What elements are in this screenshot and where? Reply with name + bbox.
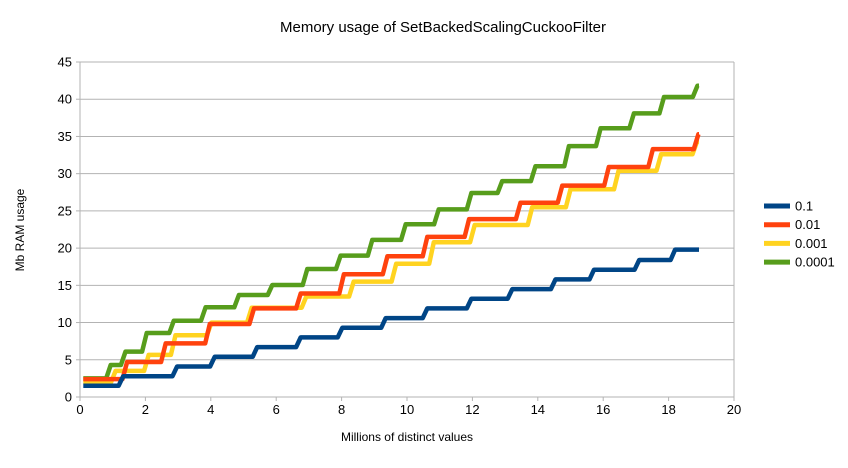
y-tick-label-25: 25: [58, 203, 72, 218]
series-line-0.1: [83, 247, 699, 389]
axes: 0 5 10 15 20 25 30 35 40 45 0 2 4 6 8 10 12 14 16 18 20: [58, 55, 742, 418]
y-tick-label-35: 35: [58, 129, 72, 144]
y-tick-label-5: 5: [65, 352, 72, 367]
x-tick-label-18: 18: [661, 402, 675, 417]
x-tick-label-8: 8: [338, 402, 345, 417]
legend: 0.1 0.01 0.001 0.0001: [764, 199, 835, 270]
legend-label-0.001: 0.001: [795, 236, 828, 251]
legend-label-0.0001: 0.0001: [795, 255, 835, 270]
legend-label-0.01: 0.01: [795, 217, 820, 232]
x-tick-label-16: 16: [596, 402, 610, 417]
y-tick-label-10: 10: [58, 315, 72, 330]
series-line-0.001: [83, 139, 700, 385]
x-tick-label-0: 0: [76, 402, 83, 417]
chart-title: Memory usage of SetBackedScalingCuckooFi…: [280, 19, 606, 36]
series-line-0.01: [83, 131, 701, 382]
y-tick-label-40: 40: [58, 92, 72, 107]
x-tick-label-12: 12: [465, 402, 479, 417]
x-tick-label-2: 2: [142, 402, 149, 417]
y-tick-label-15: 15: [58, 278, 72, 293]
legend-label-0.1: 0.1: [795, 199, 813, 214]
x-tick-label-14: 14: [531, 402, 545, 417]
y-axis-title: Mb RAM usage: [13, 188, 27, 271]
x-tick-label-10: 10: [400, 402, 414, 417]
y-tick-label-45: 45: [58, 55, 72, 70]
x-tick-label-6: 6: [273, 402, 280, 417]
series-line-0.0001: [83, 83, 700, 381]
y-tick-label-20: 20: [58, 241, 72, 256]
x-tick-label-4: 4: [207, 402, 214, 417]
y-tick-label-0: 0: [65, 390, 72, 405]
x-tick-label-20: 20: [727, 402, 741, 417]
x-axis-title: Millions of distinct values: [341, 430, 473, 444]
series-lines: [83, 83, 701, 389]
y-tick-label-30: 30: [58, 166, 72, 181]
